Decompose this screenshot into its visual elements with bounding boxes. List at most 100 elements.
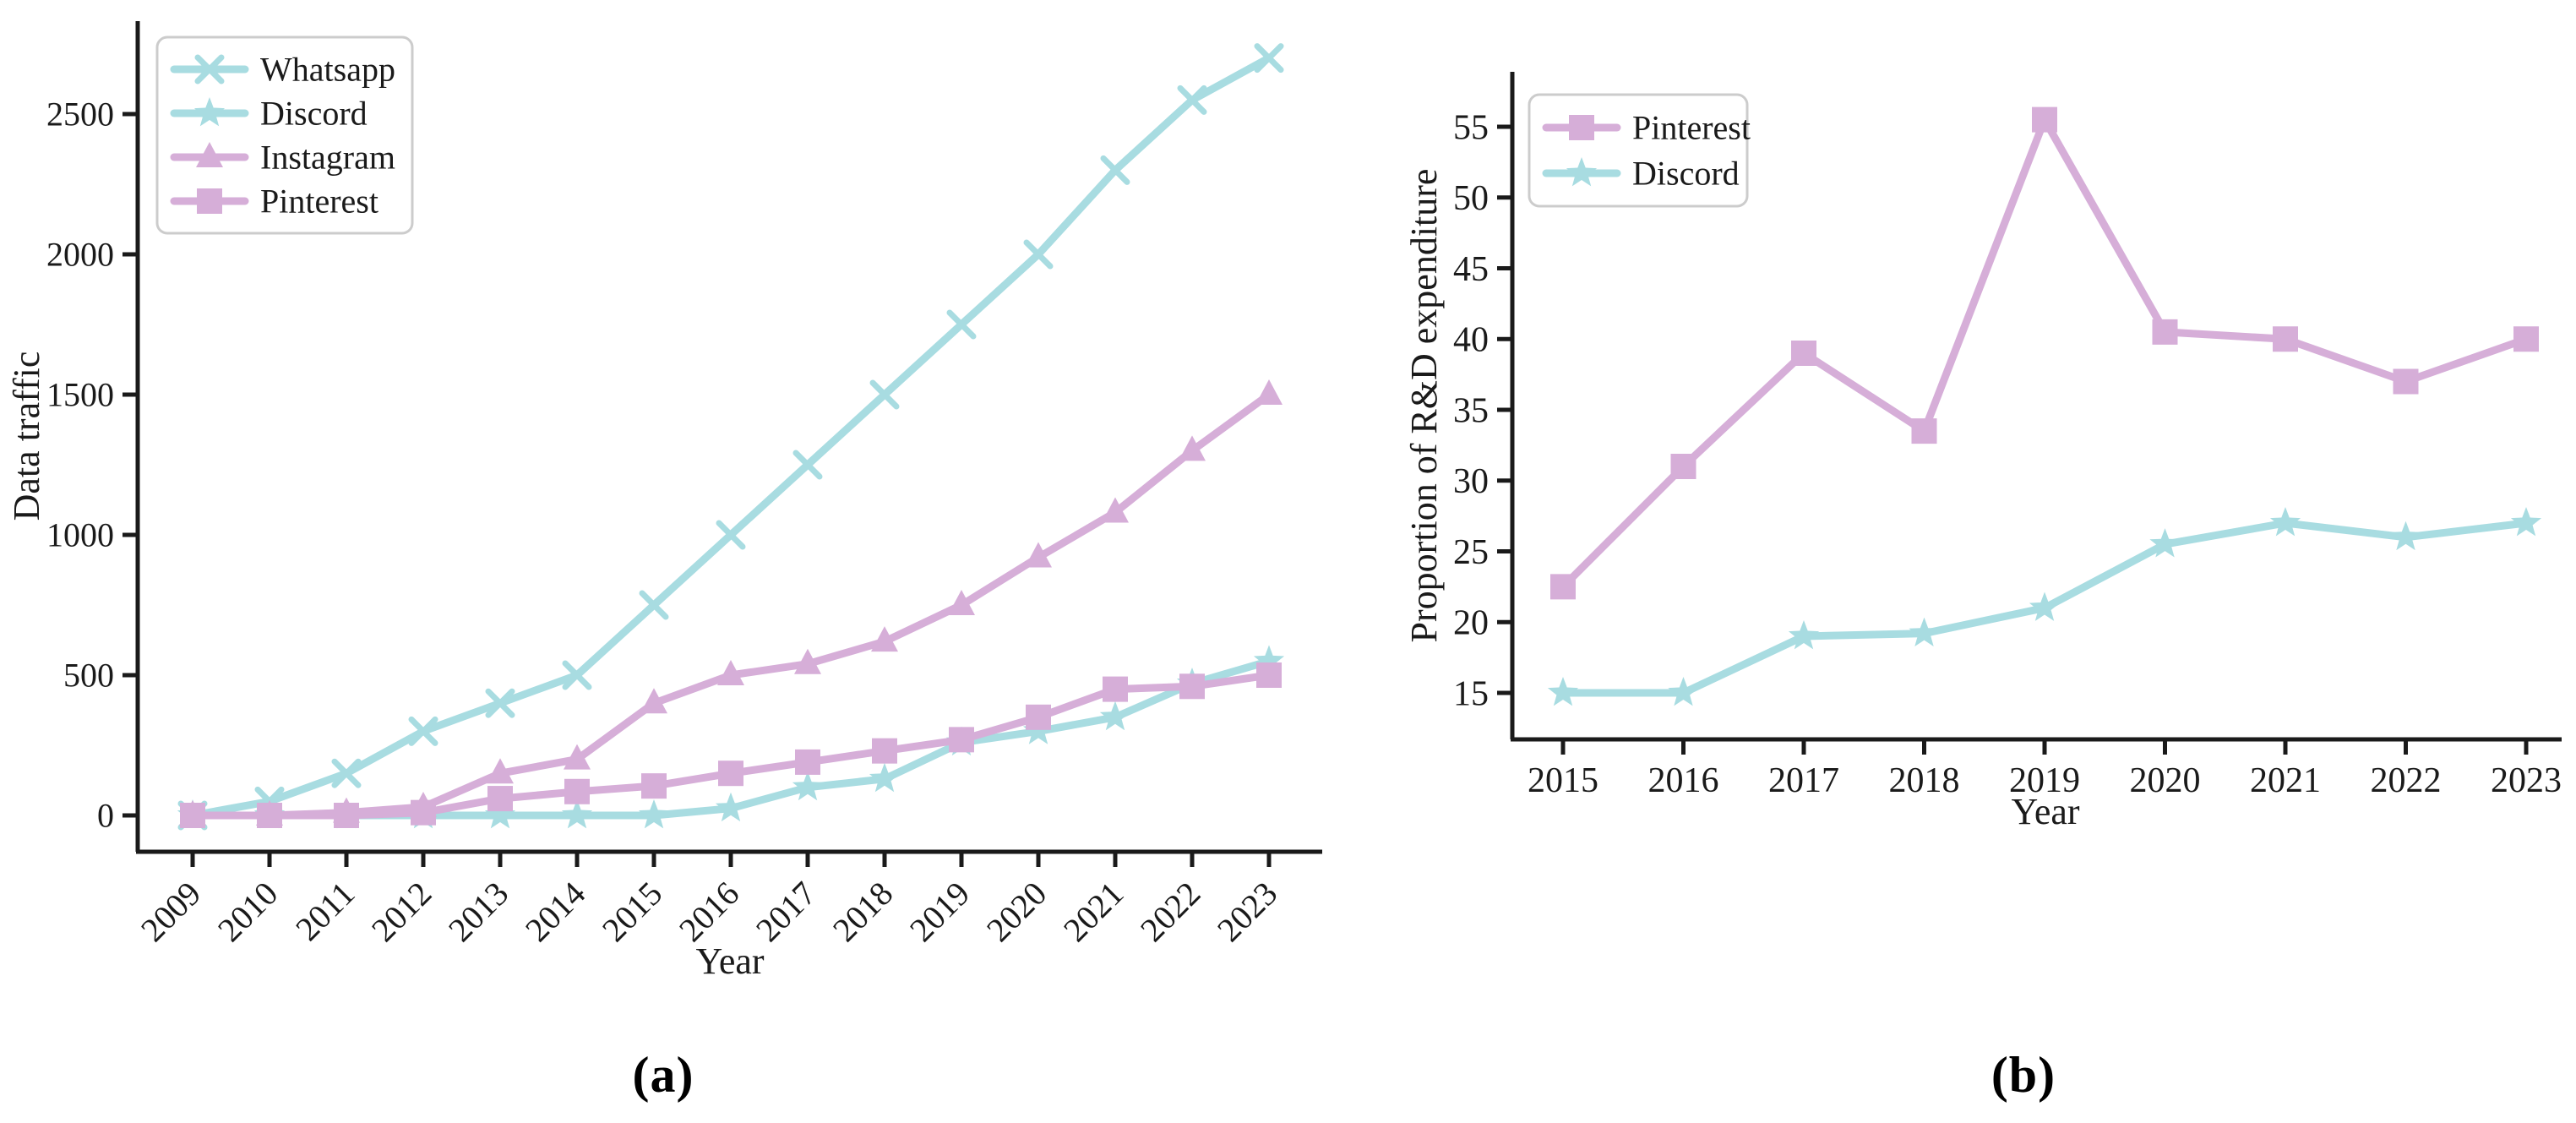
marker-star	[561, 799, 593, 829]
marker-triangle	[1025, 542, 1052, 568]
marker-triangle	[640, 688, 667, 714]
marker-triangle	[1179, 435, 1206, 461]
marker-square	[2032, 106, 2057, 133]
x-axis-title: Year	[695, 940, 764, 982]
marker-x	[485, 688, 515, 718]
marker-square	[180, 803, 205, 828]
marker-square	[1179, 673, 1205, 700]
marker-triangle	[1255, 379, 1283, 405]
legend-label-instagram: Instagram	[260, 139, 395, 177]
marker-star	[1099, 701, 1131, 731]
y-tick-label: 0	[97, 797, 114, 835]
legend-label-pinterest: Pinterest	[260, 183, 379, 221]
marker-star	[1547, 677, 1579, 706]
marker-square	[487, 786, 513, 812]
marker-square	[2273, 326, 2298, 352]
marker-x	[716, 520, 746, 550]
y-axis-title: Proportion of R&D expenditure	[1403, 169, 1445, 643]
y-tick-label: 55	[1453, 108, 1489, 147]
marker-x	[408, 716, 438, 746]
series-discord	[1547, 507, 2542, 706]
marker-x	[792, 450, 823, 480]
marker-triangle	[794, 648, 821, 674]
marker-star	[2149, 528, 2181, 558]
y-tick-label: 15	[1453, 674, 1489, 713]
y-axis-title: Data traffic	[6, 352, 47, 521]
marker-star	[792, 771, 824, 801]
y-tick-label: 1000	[46, 516, 114, 554]
marker-triangle	[564, 744, 591, 770]
marker-square	[718, 760, 743, 787]
marker-star	[484, 799, 516, 829]
caption-a: (a)	[632, 1047, 694, 1103]
marker-star	[193, 97, 226, 127]
marker-square	[872, 738, 897, 764]
marker-square	[1569, 115, 1594, 140]
legend-a: Whatsapp Discord Instagram Pinterest	[155, 35, 414, 235]
legend-label-discord: Discord	[260, 95, 368, 133]
marker-triangle	[948, 590, 975, 615]
marker-square	[1911, 418, 1937, 444]
marker-x	[1254, 43, 1284, 74]
series-pinterest	[1550, 106, 2539, 600]
marker-triangle	[196, 142, 223, 167]
marker-star	[2269, 507, 2301, 537]
marker-triangle	[717, 660, 744, 685]
y-tick-label: 50	[1453, 179, 1489, 218]
x-tick-label: 2019	[2009, 761, 2080, 800]
marker-x	[1023, 239, 1054, 270]
marker-square	[564, 778, 590, 804]
marker-x	[331, 758, 362, 788]
marker-x	[869, 379, 900, 410]
marker-square	[1791, 341, 1816, 366]
x-tick-label: 2022	[2371, 761, 2442, 800]
marker-square	[1550, 574, 1576, 600]
y-tick-label: 2500	[46, 95, 114, 134]
marker-star	[2029, 591, 2061, 621]
x-tick-label: 2016	[1648, 761, 1719, 800]
marker-square	[795, 749, 820, 775]
legend-label-pinterest: Pinterest	[1632, 109, 1751, 147]
legend-label-discord: Discord	[1632, 155, 1740, 193]
marker-star	[715, 792, 747, 822]
marker-square	[949, 727, 974, 753]
marker-star	[1566, 157, 1598, 187]
marker-square	[641, 773, 667, 799]
marker-star	[2510, 507, 2542, 537]
marker-star	[1909, 617, 1940, 646]
marker-star	[1253, 645, 1285, 674]
y-tick-label: 20	[1453, 604, 1489, 643]
marker-x	[639, 590, 669, 620]
marker-x	[194, 54, 225, 84]
marker-square	[2152, 319, 2178, 345]
marker-x	[562, 660, 592, 690]
y-tick-label: 40	[1453, 321, 1489, 360]
legend-box	[155, 35, 414, 235]
marker-square	[334, 803, 359, 828]
marker-square	[2393, 368, 2419, 395]
marker-triangle	[871, 626, 898, 652]
y-tick-label: 45	[1453, 250, 1489, 289]
y-tick-label: 2000	[46, 236, 114, 274]
marker-x	[1100, 155, 1130, 185]
caption-b: (b)	[1991, 1047, 2056, 1103]
marker-square	[197, 188, 222, 214]
marker-star	[1788, 620, 1820, 650]
marker-square	[1670, 454, 1696, 479]
x-tick-label: 2021	[2250, 761, 2321, 800]
marker-square	[2513, 326, 2539, 352]
series-pinterest	[180, 662, 1282, 828]
y-tick-label: 1500	[46, 376, 114, 414]
y-tick-label: 35	[1453, 391, 1489, 430]
y-tick-label: 25	[1453, 533, 1489, 572]
axes-b: 15 20 25 30 35 40 45 50 55 2015 2016 2017 2018 2019 20…	[1403, 72, 2562, 832]
marker-square	[257, 803, 282, 828]
x-tick-label: 2018	[1889, 761, 1960, 800]
y-tick-label: 30	[1453, 462, 1489, 501]
x-tick-label: 2020	[2130, 761, 2201, 800]
marker-triangle	[1102, 497, 1129, 523]
x-tick-label: 2023	[2491, 761, 2562, 800]
